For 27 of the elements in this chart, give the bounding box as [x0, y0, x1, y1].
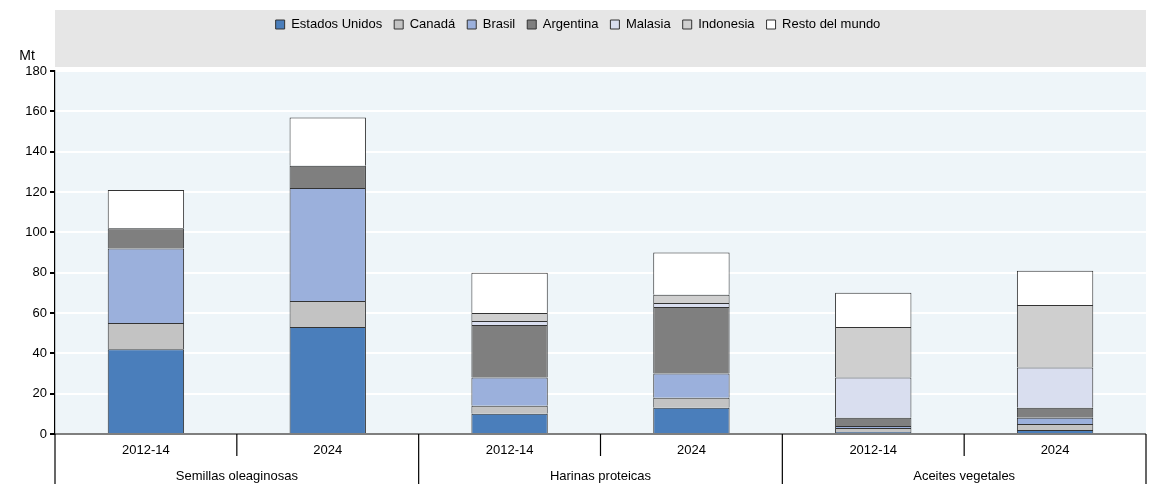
x-tick-label: 2012-14: [485, 442, 534, 458]
y-tick-label: 160: [25, 102, 47, 118]
legend-label: Resto del mundo: [782, 16, 881, 32]
y-tick-label: 100: [25, 223, 47, 239]
y-tick-label: 20: [32, 385, 47, 401]
legend-label: Indonesia: [698, 16, 756, 32]
legend-label: Canadá: [409, 16, 457, 32]
y-tick-label: 180: [25, 62, 47, 78]
legend-label: Malasia: [625, 16, 672, 32]
y-axis-title: Mt: [19, 46, 35, 63]
legend-label: Estados Unidos: [291, 16, 383, 32]
y-tick-label: 140: [25, 143, 47, 159]
y-tick-label: 120: [25, 183, 47, 199]
legend-label: Argentina: [542, 16, 600, 32]
text: Harinas proteicas: [549, 467, 652, 483]
text: Semillas oleaginosas: [175, 467, 299, 483]
x-tick-label: 2012-14: [849, 442, 898, 458]
y-tick-label: 80: [32, 264, 47, 280]
y-tick-label: 0: [39, 425, 47, 441]
x-tick-label: 2024: [313, 442, 343, 458]
y-tick-label: 40: [32, 344, 47, 360]
x-tick-label: 2024: [676, 442, 706, 458]
legend-label: Brasil: [482, 16, 516, 32]
x-tick-label: 2012-14: [122, 442, 170, 458]
text: Aceites vegetales: [913, 467, 1016, 483]
x-tick-label: 2024: [1040, 442, 1070, 458]
y-tick-label: 60: [32, 304, 47, 320]
